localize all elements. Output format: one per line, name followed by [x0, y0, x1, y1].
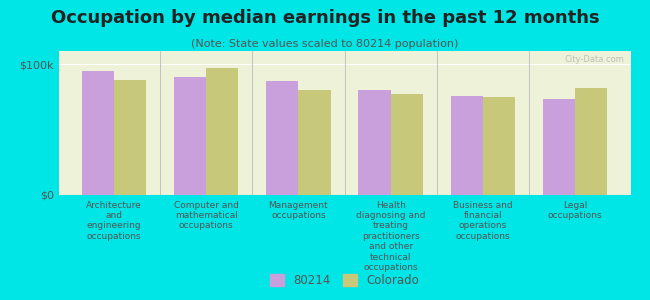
Bar — [298, 90, 331, 195]
Bar — [81, 70, 114, 195]
Bar — [450, 95, 483, 195]
Bar — [114, 80, 146, 195]
Bar — [266, 81, 298, 195]
Text: (Note: State values scaled to 80214 population): (Note: State values scaled to 80214 popu… — [191, 39, 459, 49]
Text: Occupation by median earnings in the past 12 months: Occupation by median earnings in the pas… — [51, 9, 599, 27]
Bar — [358, 90, 391, 195]
Bar — [174, 77, 206, 195]
Bar — [543, 99, 575, 195]
Bar — [483, 97, 515, 195]
Legend: 80214, Colorado: 80214, Colorado — [264, 268, 425, 293]
Bar — [575, 88, 608, 195]
Text: City-Data.com: City-Data.com — [565, 55, 625, 64]
Bar — [391, 94, 423, 195]
Bar — [206, 68, 239, 195]
